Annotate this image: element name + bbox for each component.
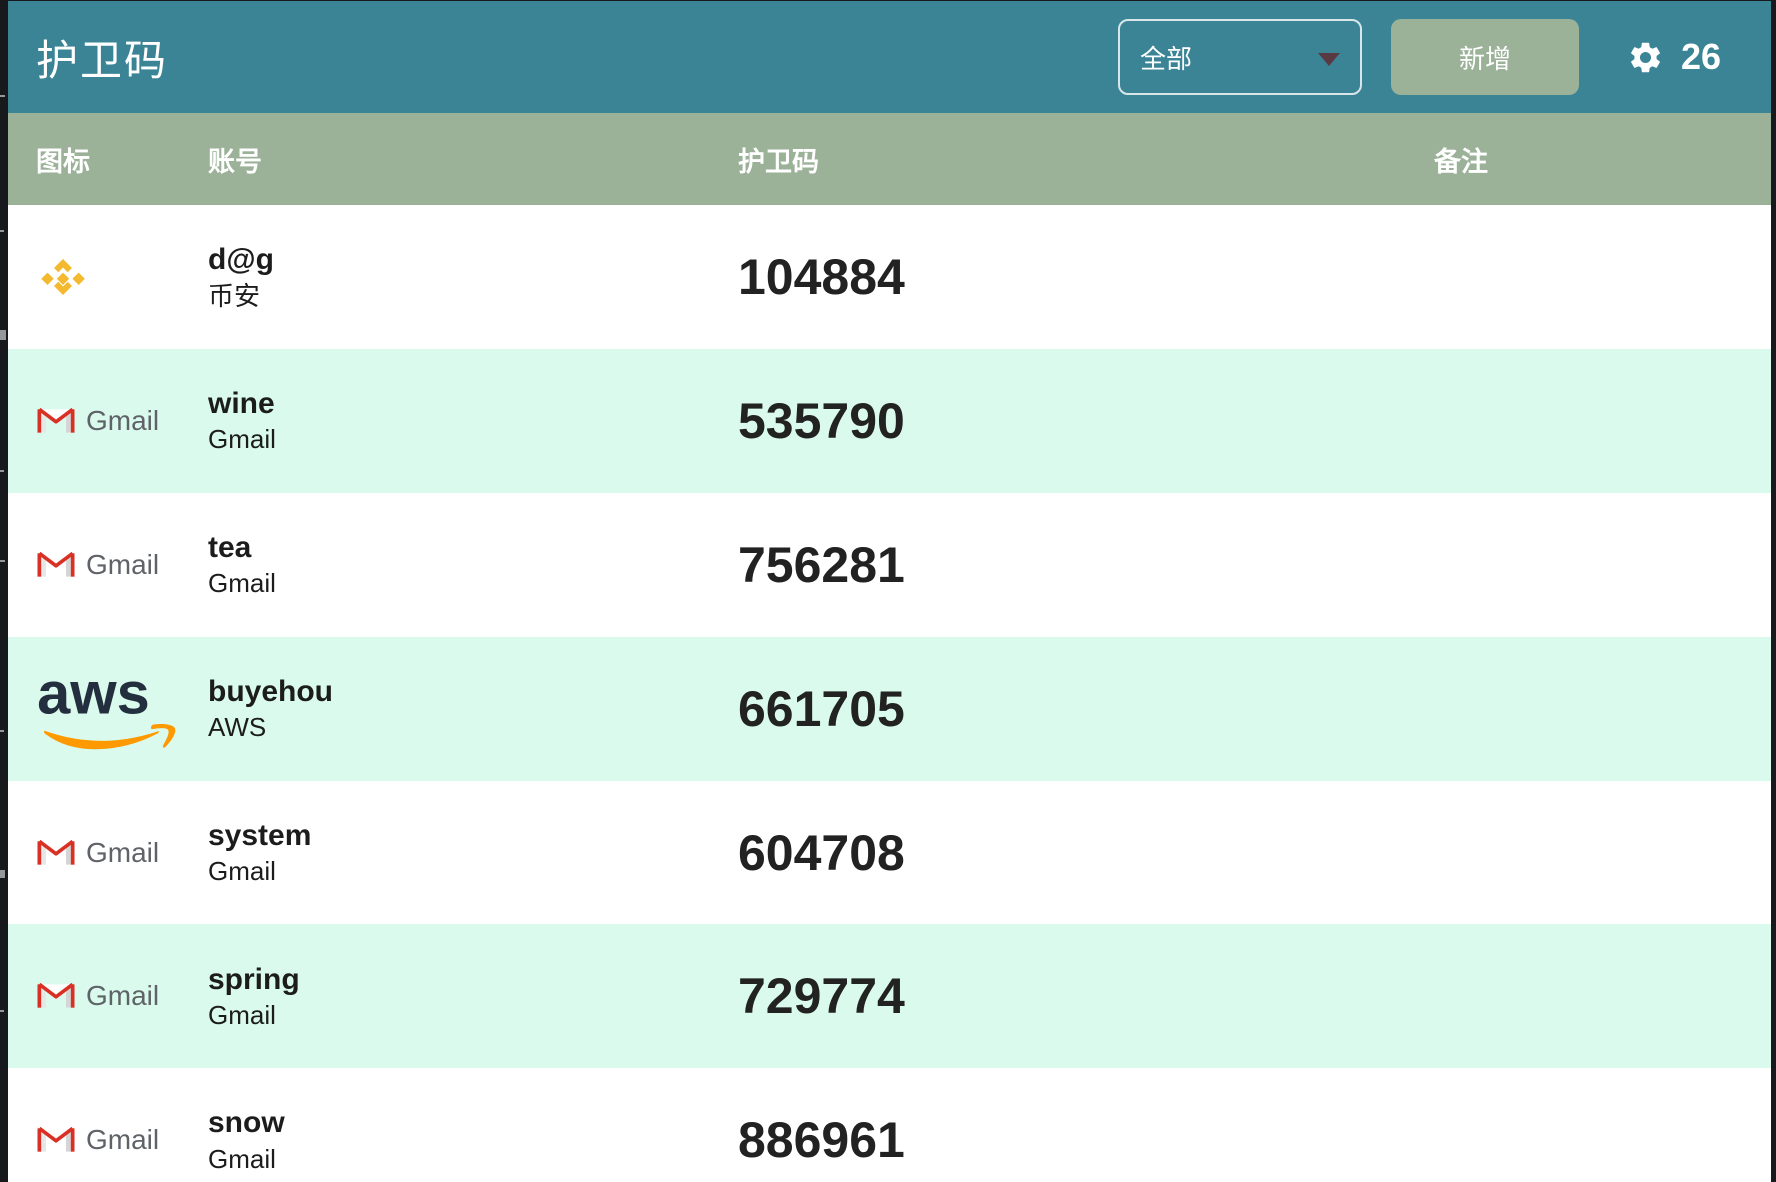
- svg-text:aws: aws: [37, 659, 150, 726]
